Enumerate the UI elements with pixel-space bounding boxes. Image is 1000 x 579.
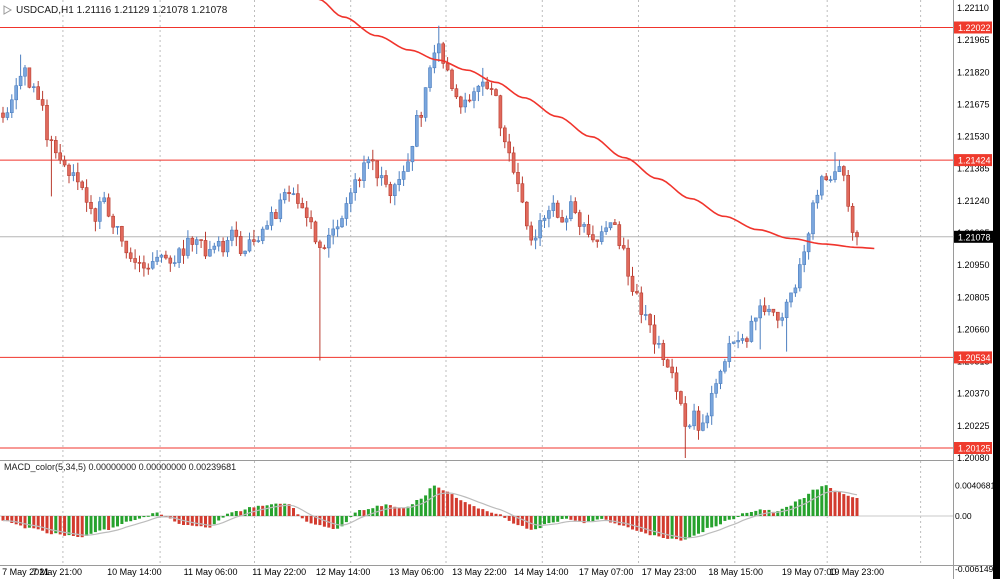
svg-text:1.20805: 1.20805 <box>957 292 990 302</box>
svg-text:1.20370: 1.20370 <box>957 389 990 399</box>
svg-text:1.21385: 1.21385 <box>957 164 990 174</box>
svg-text:18 May 15:00: 18 May 15:00 <box>708 567 763 577</box>
svg-text:1.21424: 1.21424 <box>958 156 991 166</box>
svg-text:19 May 07:00: 19 May 07:00 <box>782 567 837 577</box>
svg-text:1.21240: 1.21240 <box>957 196 990 206</box>
svg-text:11 May 22:00: 11 May 22:00 <box>252 567 306 577</box>
level-lines <box>0 27 953 449</box>
svg-text:12 May 14:00: 12 May 14:00 <box>316 567 371 577</box>
svg-text:-0.006149: -0.006149 <box>955 564 994 574</box>
macd-histogram[interactable] <box>1 485 859 541</box>
price-tags: 1.22022 1.21424 1.21078 1.20534 1.20125 <box>954 21 1000 454</box>
macd-signal-line <box>2 490 858 539</box>
svg-text:17 May 23:00: 17 May 23:00 <box>642 567 697 577</box>
svg-text:1.21078: 1.21078 <box>958 232 991 242</box>
svg-text:1.20225: 1.20225 <box>957 421 990 431</box>
svg-text:1.20660: 1.20660 <box>957 324 990 334</box>
svg-text:1.20950: 1.20950 <box>957 260 990 270</box>
svg-text:0.0040681: 0.0040681 <box>955 481 995 491</box>
svg-text:19 May 23:00: 19 May 23:00 <box>829 567 884 577</box>
svg-text:0.00: 0.00 <box>955 511 972 521</box>
svg-text:13 May 06:00: 13 May 06:00 <box>389 567 444 577</box>
svg-text:1.21530: 1.21530 <box>957 132 990 142</box>
chart-title: USDCAD,H1 1.21116 1.21129 1.21078 1.2107… <box>3 3 227 17</box>
svg-text:1.20125: 1.20125 <box>958 444 991 454</box>
macd-axis[interactable]: 0.0040681 0.00 -0.006149 <box>955 481 995 575</box>
svg-text:1.22110: 1.22110 <box>957 3 989 13</box>
svg-text:1.20080: 1.20080 <box>957 453 990 463</box>
svg-text:1.22022: 1.22022 <box>958 23 991 33</box>
svg-text:1.21820: 1.21820 <box>957 67 990 77</box>
period-separators <box>62 0 922 565</box>
svg-text:13 May 22:00: 13 May 22:00 <box>452 567 507 577</box>
macd-indicator-label: MACD_color(5,34,5) 0.00000000 0.00000000… <box>4 462 237 472</box>
svg-text:10 May 14:00: 10 May 14:00 <box>107 567 162 577</box>
svg-text:1.20534: 1.20534 <box>958 353 991 363</box>
svg-text:7 May 21:00: 7 May 21:00 <box>32 567 82 577</box>
svg-text:17 May 07:00: 17 May 07:00 <box>579 567 634 577</box>
window-edge-strip <box>993 0 1000 579</box>
svg-text:11 May 06:00: 11 May 06:00 <box>184 567 238 577</box>
chart-title-text: USDCAD,H1 1.21116 1.21129 1.21078 1.2107… <box>16 4 228 16</box>
candlesticks[interactable] <box>1 25 859 458</box>
ma-line <box>318 0 875 250</box>
svg-text:7 May 2021: 7 May 2021 <box>2 567 49 577</box>
svg-text:14 May 14:00: 14 May 14:00 <box>514 567 569 577</box>
symbol-marker-icon <box>3 5 12 15</box>
svg-text:1.21675: 1.21675 <box>957 99 990 109</box>
svg-text:1.21965: 1.21965 <box>957 35 990 45</box>
